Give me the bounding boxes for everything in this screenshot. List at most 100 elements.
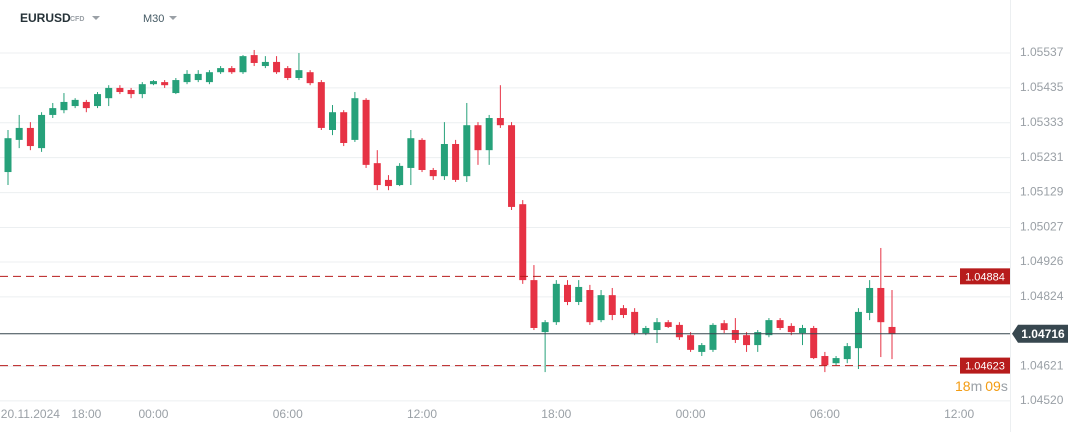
countdown-minutes-unit: m	[971, 378, 983, 394]
candle-body	[396, 165, 404, 186]
candle-body	[284, 68, 292, 79]
candle-body	[798, 327, 806, 334]
candle-body	[295, 70, 303, 79]
x-tick-label: 06:00	[273, 407, 303, 421]
candle-body	[608, 295, 616, 315]
y-tick-label: 1.05231	[1020, 150, 1064, 164]
candle-body	[776, 320, 784, 328]
countdown-seconds-unit: s	[1001, 378, 1008, 394]
candle-body	[71, 99, 79, 107]
candle-body	[675, 324, 683, 338]
x-tick-label: 06:00	[810, 407, 840, 421]
candle-body	[843, 346, 851, 360]
x-tick-label: 20.11.2024	[1, 407, 60, 421]
candle-body	[418, 139, 426, 170]
candle-body	[452, 144, 460, 180]
countdown: 18m 09s	[955, 378, 1008, 394]
candle-body	[888, 326, 896, 334]
candle-body	[49, 108, 57, 115]
candle-body	[586, 290, 594, 323]
candle-body	[541, 322, 549, 333]
candle-body	[720, 323, 728, 331]
current-price-label: 1.04716	[1021, 327, 1065, 341]
candle-body	[564, 284, 571, 302]
candle-body	[4, 138, 12, 173]
candle-body	[105, 87, 113, 99]
y-tick-label: 1.05027	[1020, 220, 1064, 234]
candle-body	[743, 335, 751, 346]
x-tick-label: 18:00	[71, 407, 101, 421]
countdown-minutes: 18	[955, 378, 971, 394]
candle-body	[519, 204, 527, 281]
y-tick-label: 1.04621	[1020, 358, 1064, 372]
current-price-box	[1012, 324, 1068, 343]
candle-body	[261, 61, 269, 67]
dropdown-arrow[interactable]	[169, 16, 177, 20]
candle-body	[317, 82, 325, 128]
candle-body	[306, 72, 314, 84]
candle-body	[149, 81, 157, 85]
x-tick-label: 00:00	[676, 407, 706, 421]
candle-body	[340, 112, 348, 143]
candle-body	[731, 330, 739, 340]
candle-body	[138, 84, 146, 95]
candle-body	[552, 283, 560, 323]
candle-body	[496, 118, 504, 126]
y-tick-label: 1.05333	[1020, 115, 1064, 129]
candle-body	[384, 179, 392, 187]
candle-body	[642, 327, 650, 334]
candle-body	[183, 73, 191, 83]
candle-body	[597, 295, 605, 321]
candle-body	[161, 82, 169, 86]
candle-body	[172, 80, 180, 94]
price-label: 1.04884	[965, 271, 1005, 283]
candle-body	[15, 127, 23, 140]
candle-body	[440, 144, 448, 177]
candle-body	[810, 327, 818, 359]
candle-body	[250, 55, 258, 63]
overlays: 1.04884 1.04623 1.04716	[0, 268, 1068, 374]
candles	[4, 49, 896, 373]
candle-body	[239, 56, 247, 73]
candle-body	[362, 99, 370, 165]
dropdown-arrow[interactable]	[92, 16, 100, 20]
y-tick-label: 1.05129	[1020, 185, 1064, 199]
candle-body	[26, 127, 34, 147]
candle-body	[866, 287, 874, 313]
candle-body	[429, 169, 437, 177]
candle-body	[38, 114, 46, 149]
x-tick-label: 12:00	[944, 407, 974, 421]
price-label-box	[960, 357, 1010, 374]
candle-body	[82, 101, 90, 109]
candle-body	[485, 118, 493, 151]
candle-body	[709, 324, 717, 350]
candle-body	[653, 322, 661, 331]
x-tick-label: 18:00	[541, 407, 571, 421]
candle-body	[407, 138, 415, 168]
candle-body	[273, 61, 281, 73]
candle-body	[664, 322, 672, 327]
candle-body	[217, 68, 225, 73]
candle-body	[765, 320, 773, 336]
candle-body	[687, 335, 695, 350]
y-tick-label: 1.04824	[1020, 289, 1064, 303]
x-tick-label: 12:00	[407, 407, 437, 421]
instrument-type: CFD	[70, 16, 84, 23]
candle-body	[877, 287, 885, 323]
candle-body	[754, 332, 762, 346]
price-label: 1.04623	[965, 361, 1005, 373]
candle-body	[373, 163, 381, 186]
candle-body	[228, 68, 236, 73]
candle-body	[575, 286, 583, 302]
candle-body	[508, 125, 516, 207]
candle-body	[474, 125, 482, 151]
price-label-box	[960, 268, 1010, 285]
candle-body	[94, 94, 102, 107]
candle-body	[116, 87, 124, 93]
timeframe[interactable]: M30	[143, 13, 164, 25]
symbol[interactable]: EURUSD	[20, 11, 71, 25]
candle-body	[463, 125, 471, 177]
candle-body	[832, 358, 840, 364]
